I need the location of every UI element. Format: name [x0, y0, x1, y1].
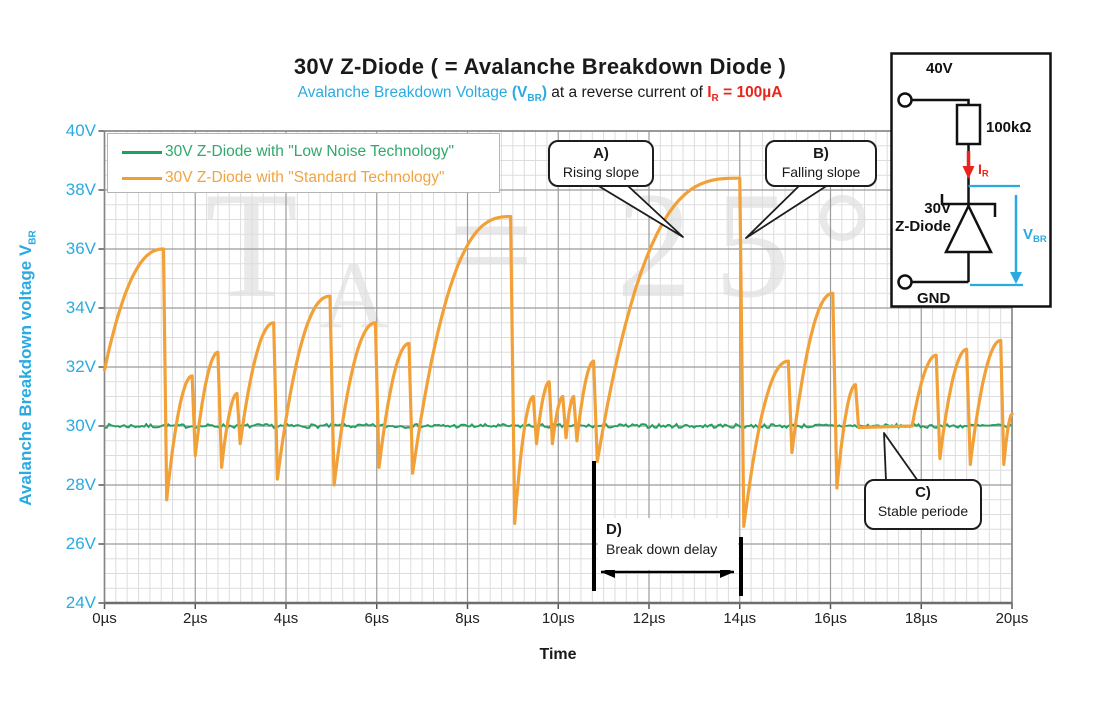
legend-item-low-noise: 30V Z-Diode with "Low Noise Technology" [122, 139, 499, 165]
y-tick-label: 40V [65, 121, 96, 140]
vbr-arrow-head [1010, 272, 1022, 284]
current-label-i: IR [978, 161, 989, 180]
supply-terminal [897, 92, 913, 108]
circuit-inset: 40V 100kΩ IR 30V Z-Diode GND VBR [890, 52, 1052, 308]
x-tick-label: 10µs [541, 610, 575, 627]
annotation-stable-periode: C) Stable periode [864, 479, 982, 530]
resistor-symbol [955, 103, 982, 146]
annotation-break-down-delay: D) Break down delay [598, 518, 738, 570]
x-tick-label: 4µs [273, 610, 299, 627]
diode-label-line1: 30V [924, 200, 951, 217]
wire-top [911, 98, 970, 105]
x-tick-label: 2µs [183, 610, 208, 627]
x-axis-title: Time [539, 646, 577, 663]
x-tick-label: 20µs [995, 610, 1029, 627]
y-tick-label: 26V [65, 534, 96, 553]
callout-pointer [883, 432, 919, 482]
circuit-border [890, 52, 1052, 308]
x-tick-label: 18µs [904, 610, 938, 627]
chart-subtitle: Avalanche Breakdown Voltage (VBR) at a r… [90, 84, 990, 104]
current-arrow-head [962, 166, 975, 179]
subtitle-voltage: Avalanche Breakdown Voltage [297, 84, 512, 101]
subtitle-vbr: (VBR) [511, 84, 547, 105]
subtitle-current: IR = 100µA [707, 84, 783, 105]
y-axis-title: Avalanche Breakdown voltage VBR [16, 230, 39, 506]
y-tick-label: 36V [65, 239, 96, 258]
annotation-rising-slope: A) Rising slope [548, 140, 654, 187]
diode-label-line2: Z-Diode [895, 218, 951, 235]
chart-title: 30V Z-Diode ( = Avalanche Breakdown Diod… [293, 54, 787, 79]
gnd-terminal [897, 274, 913, 290]
y-tick-label: 38V [65, 180, 96, 199]
legend-swatch-green [122, 150, 162, 154]
gnd-label: GND [917, 290, 951, 307]
y-tick-label: 32V [65, 357, 96, 376]
y-tick-label: 24V [65, 593, 96, 612]
legend-label-standard: 30V Z-Diode with "Standard Technology" [165, 169, 445, 186]
x-tick-label: 0µs [92, 610, 117, 627]
x-tick-label: 6µs [364, 610, 390, 627]
callout-pointer [745, 184, 829, 239]
x-tick-label: 14µs [723, 610, 757, 627]
supply-voltage-label: 40V [926, 60, 953, 77]
x-tick-label: 12µs [632, 610, 666, 627]
trace-standard [102, 176, 1014, 528]
title-block: 30V Z-Diode ( = Avalanche Breakdown Diod… [90, 54, 990, 104]
y-tick-label: 28V [65, 475, 96, 494]
legend-label-low-noise: 30V Z-Diode with "Low Noise Technology" [165, 143, 455, 160]
x-tick-label: 16µs [814, 610, 847, 627]
x-tick-label: 8µs [455, 610, 480, 627]
legend: 30V Z-Diode with "Low Noise Technology" … [107, 133, 500, 193]
annotation-falling-slope: B) Falling slope [765, 140, 877, 187]
y-tick-label: 34V [65, 298, 96, 317]
subtitle-middle: at a reverse current of [546, 84, 708, 101]
vbr-label: VBR [1023, 226, 1047, 245]
legend-swatch-orange [122, 176, 162, 180]
y-tick-label: 30V [65, 416, 96, 435]
legend-item-standard: 30V Z-Diode with "Standard Technology" [122, 165, 499, 191]
resistor-value-label: 100kΩ [986, 119, 1031, 136]
